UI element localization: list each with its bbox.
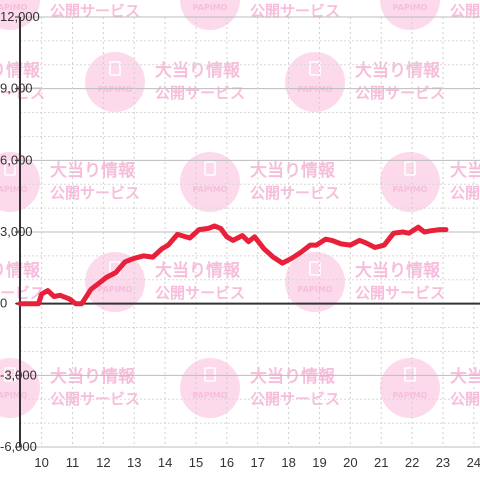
y-tick-label: -6,000 (0, 439, 37, 454)
watermark-tile (379, 151, 480, 213)
watermark-tile (179, 0, 341, 31)
y-tick-label: 3,000 (0, 224, 33, 239)
y-tick-label: 0 (0, 296, 7, 311)
x-tick-label: 22 (405, 455, 419, 470)
x-tick-label: 17 (250, 455, 264, 470)
series-layer (17, 223, 449, 307)
grid-layer (20, 16, 480, 448)
watermark-tile (284, 51, 446, 113)
x-tick-label: 19 (312, 455, 326, 470)
y-tick-label: -3,000 (0, 367, 37, 382)
x-tick-label: 12 (96, 455, 110, 470)
y-tick-label: 6,000 (0, 152, 33, 167)
x-tick-label: 18 (281, 455, 295, 470)
x-tick-label: 13 (127, 455, 141, 470)
x-tick-label: 23 (436, 455, 450, 470)
x-tick-label: 16 (220, 455, 234, 470)
x-tick-label: 14 (158, 455, 172, 470)
watermark-tile (179, 151, 341, 213)
x-tick-label: 11 (66, 455, 80, 470)
series-line (17, 223, 449, 307)
x-tick-label: 24 (467, 455, 480, 470)
x-tick-label: 21 (374, 455, 388, 470)
watermark-tile (179, 357, 341, 419)
watermark-tile (379, 0, 480, 31)
axis-layer (15, 16, 480, 448)
x-tick-label: 20 (343, 455, 357, 470)
x-tick-label: 15 (189, 455, 203, 470)
y-tick-label: 12,000 (0, 9, 40, 24)
y-tick-label: 9,000 (0, 81, 33, 96)
x-tick-label: 10 (34, 455, 48, 470)
label-layer: -6,000 -3,000 0 3,000 6,000 9,000 12,000 10 11 12… (0, 9, 480, 470)
watermark-tile (379, 357, 480, 419)
